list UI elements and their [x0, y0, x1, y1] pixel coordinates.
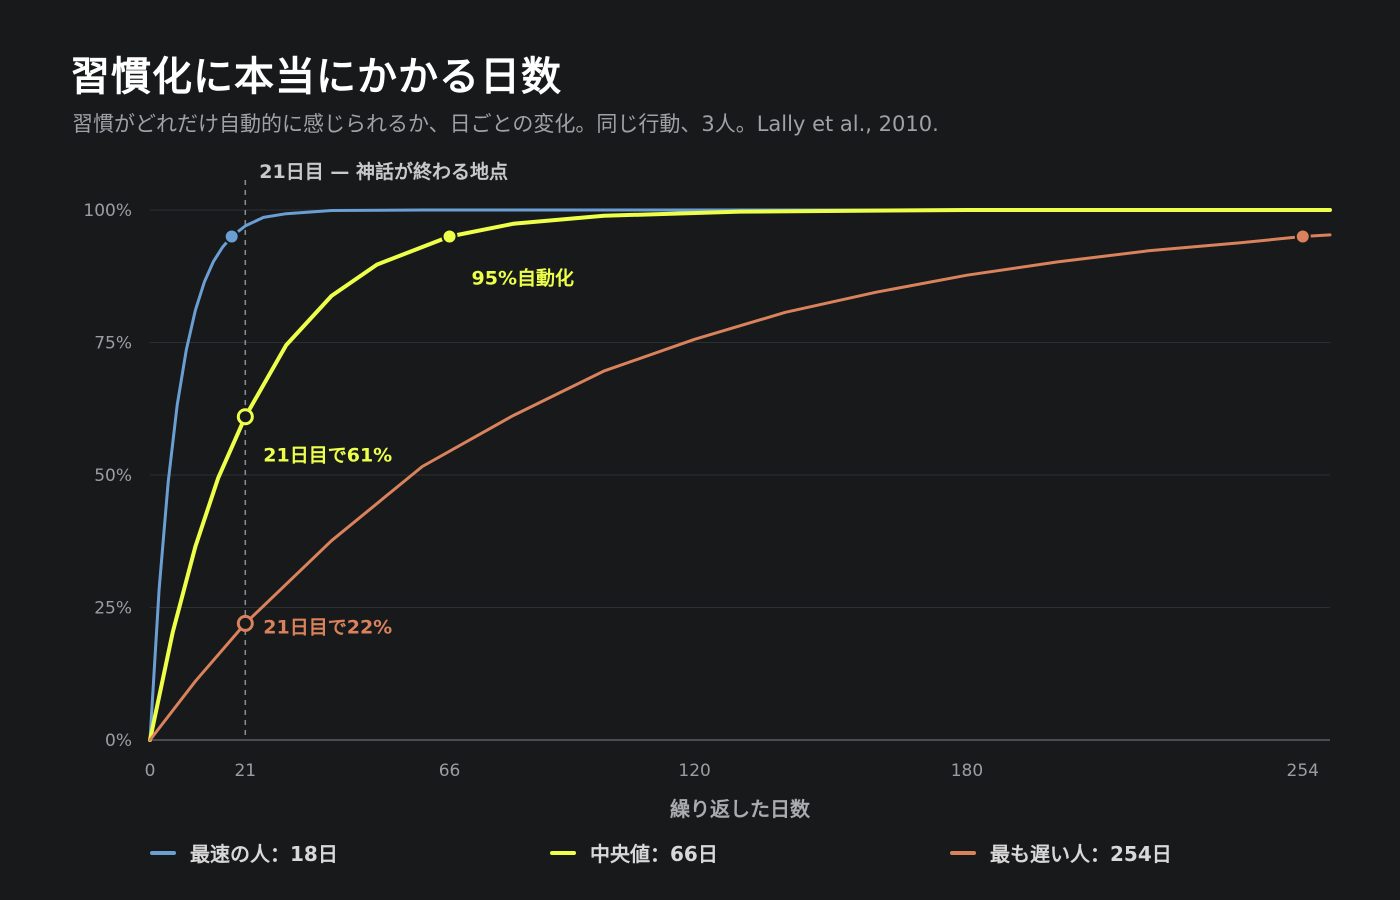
y-tick-label: 50% [94, 466, 132, 486]
legend-label-median: 中央値：66日 [590, 842, 718, 866]
series-line-median [148, 208, 1332, 742]
chart-title: 習慣化に本当にかかる日数 [70, 54, 562, 100]
legend-item-slowest: 最も遅い人：254日 [950, 838, 1172, 867]
annotation-label: 21日目で22% [263, 616, 392, 638]
y-tick-label: 0% [105, 731, 132, 751]
x-tick-label: 120 [678, 761, 710, 781]
reference-line-label: 21日目 — 神話が終わる地点 [259, 160, 508, 183]
data-point-95-percent [1294, 228, 1311, 245]
legend-swatch-slowest [950, 850, 976, 855]
data-point-day-21 [236, 614, 254, 632]
x-tick-label: 21 [234, 761, 256, 781]
x-tick-label: 66 [439, 761, 461, 781]
legend-swatch-fastest [150, 850, 176, 855]
annotation-label: 21日目で61% [263, 445, 392, 467]
legend-item-median: 中央値：66日 [550, 838, 718, 867]
legend-swatch-median [550, 850, 576, 855]
data-point-95-percent [223, 228, 240, 245]
y-tick-label: 75% [94, 334, 132, 354]
legend: 最速の人：18日 中央値：66日 最も遅い人：254日 [0, 838, 1400, 874]
y-tick-label: 25% [94, 599, 132, 619]
data-point-day-21 [236, 408, 254, 426]
legend-label-slowest: 最も遅い人：254日 [990, 842, 1172, 866]
x-tick-label: 180 [951, 761, 983, 781]
series-line-fastest [148, 208, 1332, 742]
series-line-slowest [148, 233, 1332, 742]
legend-item-fastest: 最速の人：18日 [150, 838, 338, 867]
legend-label-fastest: 最速の人：18日 [190, 842, 338, 866]
y-tick-label: 100% [83, 201, 132, 221]
x-axis-label: 繰り返した日数 [670, 797, 811, 821]
annotation-label: 95%自動化 [472, 267, 574, 290]
chart-subtitle: 習慣がどれだけ自動的に感じられるか、日ごとの変化。同じ行動、3人。Lally e… [72, 112, 939, 136]
x-tick-label: 254 [1287, 761, 1319, 781]
data-point-95-percent [441, 228, 458, 245]
x-tick-label: 0 [145, 761, 156, 781]
